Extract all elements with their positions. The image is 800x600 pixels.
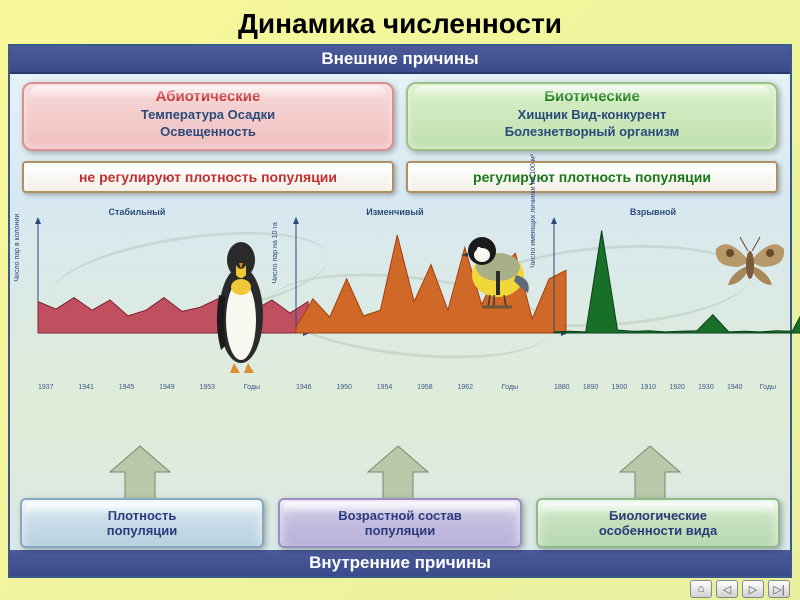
- yesreg-main: регулируют плотность: [473, 169, 631, 185]
- chart-variable-xaxis: 19461950195419581962Годы: [296, 384, 518, 391]
- biofeat-box: Биологические особенности вида: [536, 498, 780, 548]
- abiotic-title: Абиотические: [30, 88, 386, 105]
- tit-bird-icon: [454, 223, 536, 313]
- arrow-icon: [358, 444, 438, 502]
- nav-end-button[interactable]: ▷|: [768, 580, 790, 598]
- regulation-row: не регулируют плотность популяции регули…: [10, 159, 790, 195]
- chart-explosive-xaxis: 1880189019001910192019301940Годы: [554, 384, 776, 391]
- nav-next-button[interactable]: ▷: [742, 580, 764, 598]
- internal-banner: Внутренние причины: [10, 550, 790, 576]
- external-banner: Внешние причины: [10, 46, 790, 74]
- chart-stable: Стабильный Число пар в колонии 193719411…: [16, 205, 268, 399]
- arrow-icon: [100, 444, 180, 502]
- up-arrows: [10, 444, 790, 504]
- moth-icon: [710, 227, 790, 297]
- nav-prev-button[interactable]: ◁: [716, 580, 738, 598]
- noreg-box: не регулируют плотность популяции: [22, 161, 394, 193]
- chart-explosive-title: Взрывной: [630, 207, 676, 217]
- main-panel: Внешние причины Абиотические Температура…: [8, 44, 792, 578]
- biotic-box: Биотические Хищник Вид-конкурент Болезне…: [406, 82, 778, 151]
- penguin-icon: [206, 235, 276, 375]
- internal-row: Плотность популяции Возрастной состав по…: [20, 498, 780, 548]
- factor-row: Абиотические Температура Осадки Освещенн…: [10, 74, 790, 159]
- arrow-icon: [610, 444, 690, 502]
- age-box: Возрастной состав популяции: [278, 498, 522, 548]
- chart-stable-xaxis: 19371941194519491953Годы: [38, 384, 260, 391]
- chart-explosive: Взрывной Число имеющих личинки на 100 м²…: [532, 205, 784, 399]
- chart-variable-title: Изменчивый: [366, 207, 423, 217]
- density-box: Плотность популяции: [20, 498, 264, 548]
- nav-home-button[interactable]: ⌂: [690, 580, 712, 598]
- charts-row: Стабильный Число пар в колонии 193719411…: [10, 195, 790, 405]
- nav-controls: ⌂ ◁ ▷ ▷|: [690, 580, 790, 598]
- chart-stable-title: Стабильный: [108, 207, 165, 217]
- biotic-items: Хищник Вид-конкурент Болезнетворный орга…: [414, 107, 770, 141]
- page-title: Динамика численности: [0, 0, 800, 44]
- chart-variable: Изменчивый Число пар на 10 га 1946195019…: [274, 205, 526, 399]
- yesreg-pop: популяции: [635, 169, 711, 185]
- yesreg-box: регулируют плотность популяции: [406, 161, 778, 193]
- biotic-title: Биотические: [414, 88, 770, 105]
- abiotic-items: Температура Осадки Освещенность: [30, 107, 386, 141]
- abiotic-box: Абиотические Температура Осадки Освещенн…: [22, 82, 394, 151]
